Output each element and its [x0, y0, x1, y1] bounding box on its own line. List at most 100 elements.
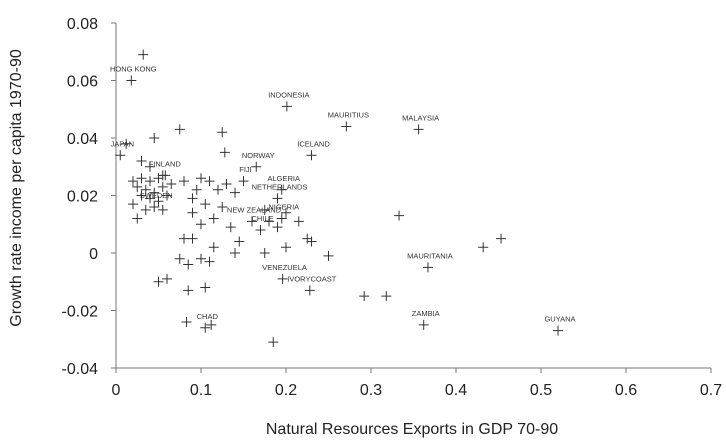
data-point	[234, 236, 245, 247]
data-point	[149, 133, 160, 143]
point-label: INDONESIA	[268, 90, 309, 99]
x-tick-label: 0.7	[700, 382, 722, 399]
point-label: VENEZUELA	[262, 263, 307, 272]
data-point	[206, 319, 217, 330]
data-point	[293, 216, 304, 227]
data-point	[187, 207, 198, 218]
point-label: CHAD	[197, 312, 219, 321]
data-point	[264, 216, 274, 227]
data-point	[259, 204, 270, 215]
labeled-data-point	[277, 273, 288, 284]
data-point	[128, 199, 138, 210]
data-point	[166, 179, 177, 189]
labeled-data-point	[276, 184, 287, 195]
x-tick-label: 0.6	[615, 382, 637, 399]
point-label: ZAMBIA	[412, 309, 440, 318]
y-tick-label: 0	[89, 246, 98, 263]
data-point	[272, 222, 283, 233]
data-point	[230, 187, 240, 198]
data-point	[187, 193, 198, 204]
data-point	[153, 173, 164, 184]
data-point	[145, 176, 155, 187]
data-point	[136, 190, 147, 201]
data-point	[208, 242, 219, 253]
data-point	[281, 207, 291, 218]
data-point	[196, 173, 206, 184]
data-point	[128, 176, 138, 187]
data-point	[136, 156, 147, 166]
labeled-data-point	[255, 225, 266, 235]
point-label: ALGERIA	[267, 174, 300, 183]
data-point	[196, 253, 206, 264]
labeled-data-point	[413, 124, 424, 135]
data-point	[219, 147, 230, 158]
data-point	[121, 138, 132, 149]
data-point	[132, 181, 143, 192]
point-label: NIGERIA	[268, 203, 299, 212]
point-label: IVORYCOAST	[287, 274, 336, 283]
data-point	[204, 256, 215, 267]
data-point	[478, 242, 489, 253]
data-point	[217, 127, 228, 138]
data-point	[323, 250, 334, 261]
data-point	[174, 124, 185, 135]
tick-labels: 0 0.1 0.2 0.3 0.4 0.5 0.6 0.70.080.060.040.020-…	[62, 16, 723, 399]
point-label: CHILE	[251, 214, 273, 223]
labeled-data-point	[247, 216, 257, 227]
point-label: NEW ZEALAND	[227, 205, 282, 214]
data-point	[359, 291, 370, 302]
labeled-data-point	[238, 176, 249, 187]
point-label: ICELAND	[297, 139, 330, 148]
data-point	[153, 276, 164, 287]
data-point	[208, 213, 219, 224]
point-label: GUYANA	[544, 315, 575, 324]
labeled-data-point	[272, 193, 283, 204]
labeled-data-point	[157, 170, 168, 181]
y-tick-label: 0.06	[67, 74, 98, 91]
data-point	[145, 161, 155, 172]
data-point	[179, 233, 189, 244]
data-point	[191, 184, 202, 195]
data-point	[181, 317, 192, 327]
y-tick-label: -0.04	[62, 361, 99, 378]
data-point	[217, 202, 228, 212]
point-label: NETHERLANDS	[252, 182, 308, 191]
x-tick-label: 0.4	[445, 382, 467, 399]
data-point	[281, 242, 291, 253]
data-point	[140, 184, 151, 195]
point-label: MAURITIUS	[328, 111, 369, 120]
point-label: FINLAND	[149, 159, 182, 168]
data-point	[162, 190, 172, 201]
data-point	[149, 187, 160, 198]
point-label: JAPAN	[110, 139, 134, 148]
y-axis-title: Growth rate income per capita 1970-90	[8, 49, 25, 327]
data-point	[259, 248, 270, 258]
data-point	[183, 259, 194, 270]
data-point	[174, 253, 185, 264]
labeled-data-point	[281, 101, 292, 112]
data-point	[394, 210, 405, 221]
data-point	[200, 199, 211, 210]
data-point	[140, 204, 151, 215]
labeled-data-point	[422, 262, 433, 273]
data-point	[268, 337, 279, 348]
data-point	[496, 233, 507, 244]
data-point	[162, 273, 172, 284]
point-label: NORWAY	[242, 151, 275, 160]
point-label: FIJI	[239, 165, 252, 174]
labeled-data-point	[276, 213, 287, 224]
labeled-data-point	[115, 150, 126, 161]
data-point	[183, 285, 194, 296]
point-label: MALAYSIA	[402, 113, 439, 122]
data-point	[153, 196, 164, 207]
data-point	[187, 233, 198, 244]
axes	[111, 22, 712, 373]
data-point	[204, 176, 215, 187]
data-point	[157, 204, 168, 215]
data-point	[225, 222, 236, 233]
labeled-data-point	[200, 322, 211, 333]
data-points	[115, 49, 563, 348]
labeled-data-point	[341, 121, 352, 132]
labeled-data-point	[306, 150, 317, 161]
x-tick-label: 0.3	[360, 382, 382, 399]
